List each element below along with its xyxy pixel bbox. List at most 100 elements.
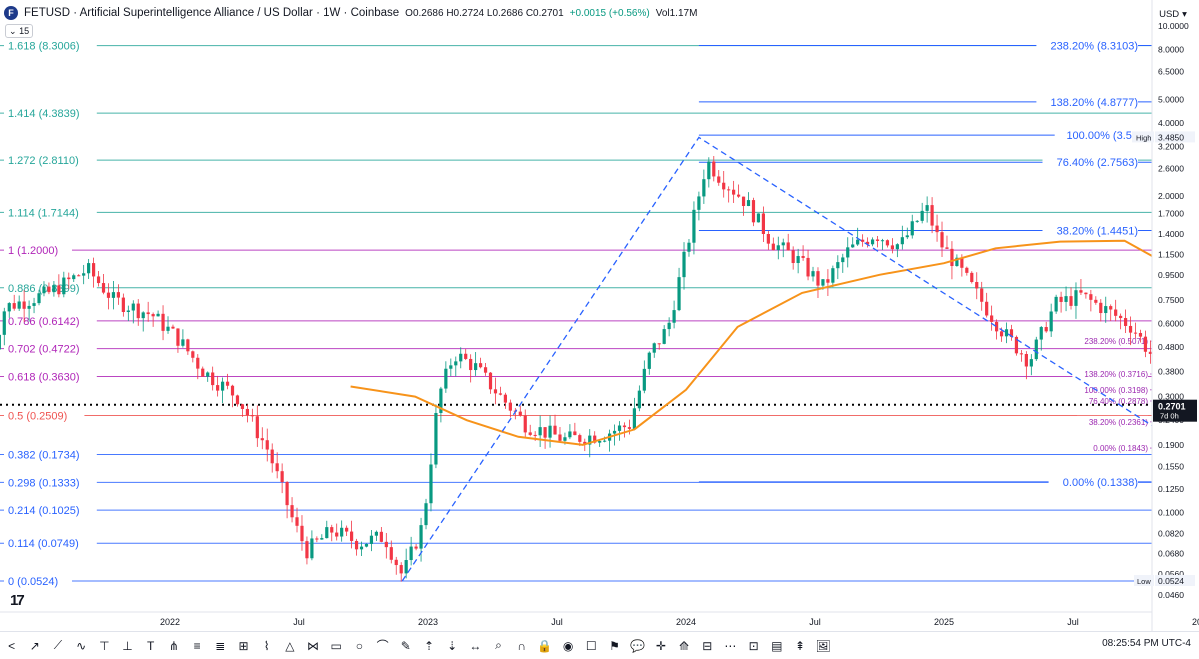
lock-icon[interactable]: 🔒 (537, 638, 553, 653)
eye-icon[interactable]: ◉ (562, 638, 574, 653)
ruler-icon[interactable]: ⊡ (748, 638, 759, 653)
candle-body (548, 425, 552, 438)
candle-body (1059, 296, 1063, 302)
triangle-icon[interactable]: △ (285, 638, 295, 653)
candle-body (965, 267, 969, 273)
candle-body (990, 315, 994, 322)
horizontal-line-icon[interactable]: ⊤ (99, 638, 110, 653)
price-tick-label: 2.0000 (1158, 191, 1184, 201)
price-tick-label: 4.0000 (1158, 118, 1184, 128)
fib-retracement-icon[interactable]: ≡ (193, 638, 201, 653)
grid-icon[interactable]: ⊟ (702, 638, 713, 653)
short-position-icon[interactable]: ⇣ (447, 638, 458, 653)
vertical-line-icon[interactable]: ⊥ (122, 638, 133, 653)
text-icon[interactable]: T (147, 638, 155, 653)
candle-body (1119, 315, 1123, 319)
candle-body (67, 277, 71, 280)
candle-body (131, 303, 135, 311)
fib-level-label: 0.214 (0.1025) (8, 505, 80, 517)
arc-icon[interactable]: ⌒ (376, 639, 389, 653)
fib-ext-label: 38.20% (1.4451) (1057, 225, 1138, 237)
fib-extension-icon[interactable]: ≣ (215, 638, 226, 653)
elliott-wave-icon[interactable]: ⌇ (263, 638, 270, 653)
path-icon[interactable]: ∿ (76, 638, 87, 653)
rectangle-icon[interactable]: ▭ (330, 638, 342, 653)
long-position-icon[interactable]: ⇡ (423, 638, 434, 653)
fib-level-label: 0.618 (0.3630) (8, 371, 80, 383)
xabcd-icon[interactable]: ⋈ (307, 638, 320, 653)
fib-label-bg (4, 503, 97, 517)
price-tick-label: 0.1900 (1158, 440, 1184, 450)
arrow-left-icon[interactable]: < (8, 638, 16, 653)
currency-button[interactable]: USD ▾ (1152, 4, 1194, 24)
image-icon[interactable]: 🖼 (815, 638, 831, 653)
candle-body (310, 538, 314, 559)
gann-icon[interactable]: ⊞ (238, 638, 249, 653)
candle-body (816, 271, 820, 286)
candle-body (369, 535, 374, 544)
trend-line-icon[interactable]: ↗ (29, 638, 40, 653)
candle-body (126, 310, 130, 313)
circle-icon[interactable]: ○ (355, 638, 364, 653)
candle-body (1099, 302, 1103, 314)
fib-small-label: 38.20% (0.2361) (1089, 418, 1148, 427)
symbol-title[interactable]: FETUSD · Artificial Superintelligence Al… (24, 7, 400, 19)
candle-body (399, 565, 403, 574)
candle-body (364, 543, 369, 547)
candle-body (568, 431, 572, 438)
forecast-icon[interactable]: ⋯ (724, 638, 737, 653)
candle-body (82, 273, 86, 276)
calendar-icon[interactable]: ▤ (771, 638, 783, 653)
candle-body (315, 538, 319, 540)
measure-icon[interactable]: ↔ (469, 638, 482, 653)
cross-icon[interactable]: ✛ (655, 638, 666, 653)
candle-body (1079, 290, 1083, 293)
candle-body (573, 431, 577, 436)
candle-body (523, 415, 527, 433)
fib-label-bg (4, 153, 97, 167)
high-badge (1132, 131, 1154, 143)
candle-body (22, 301, 26, 309)
candle-body (87, 263, 91, 274)
brush-icon[interactable]: ✎ (400, 638, 411, 653)
candle-body (1014, 336, 1019, 354)
fib-label-bg (4, 38, 97, 52)
flag-icon[interactable]: ⚑ (609, 638, 620, 653)
time-tick-label: Jul (1067, 617, 1079, 627)
price-tick-label: 0.1550 (1158, 461, 1184, 471)
pitchfork-icon[interactable]: ⋔ (168, 638, 179, 653)
candle-body (1104, 306, 1108, 314)
candle-body (498, 393, 503, 395)
candle-body (116, 292, 120, 298)
candle-body (488, 372, 493, 390)
magnet-icon[interactable]: ∩ (517, 638, 527, 653)
fan-icon[interactable]: ⟰ (679, 638, 690, 653)
symbol-header[interactable]: F FETUSD · Artificial Superintelligence … (4, 4, 704, 22)
polyline-icon[interactable]: ⟋ (53, 638, 63, 652)
candle-body (736, 194, 741, 197)
candle-body (474, 363, 478, 371)
candle-body (875, 239, 880, 241)
candle-body (404, 560, 408, 574)
ohlc-values: O0.2686 H0.2724 L0.2686 C0.2701 (405, 7, 564, 19)
zoom-icon[interactable]: ⌕ (495, 638, 502, 652)
callout-icon[interactable]: 💬 (630, 638, 646, 653)
price-tick-label: 0.7500 (1158, 295, 1184, 305)
signpost-icon[interactable]: ⇞ (794, 638, 805, 653)
fib-level-label: 1 (1.2000) (8, 245, 58, 257)
candle-body (483, 367, 488, 373)
fib-label-bg (4, 408, 85, 422)
note-icon[interactable]: ☐ (585, 638, 597, 653)
price-tick-label: 0.0560 (1158, 569, 1184, 579)
candle-body (62, 277, 66, 295)
candle-body (454, 361, 458, 366)
fib-label-bg (4, 341, 97, 355)
collapse-toggle[interactable]: ⌄ 15 (5, 24, 34, 38)
candle-body (593, 435, 597, 443)
tradingview-logo: 17 (10, 592, 25, 609)
price-tick-label: 0.3000 (1158, 392, 1184, 402)
last-price-badge (1153, 399, 1197, 422)
candle-body (940, 232, 944, 248)
low-value: 0.0524 (1158, 576, 1184, 586)
